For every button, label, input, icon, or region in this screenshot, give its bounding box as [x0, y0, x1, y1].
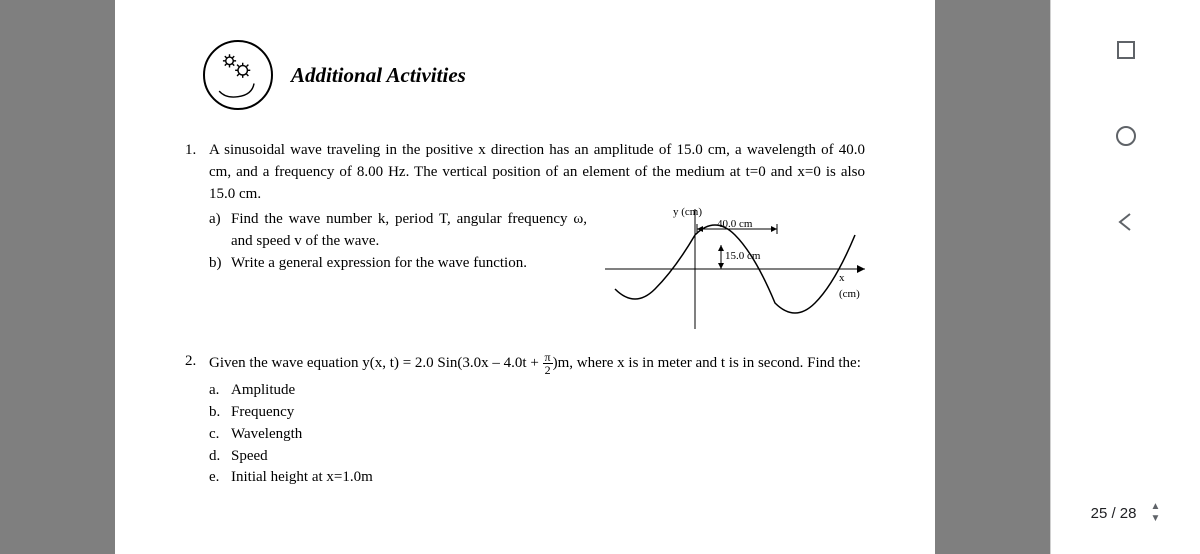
section-title: Additional Activities	[291, 63, 466, 88]
activity-icon	[203, 40, 273, 110]
wave-diagram: y (cm) x (cm) 40.0 cm 15.0 cm	[605, 209, 865, 329]
question-2-intro: Given the wave equation y(x, t) = 2.0 Si…	[209, 351, 865, 376]
sub-text: Initial height at x=1.0m	[231, 469, 373, 485]
back-icon[interactable]	[1116, 212, 1136, 237]
page-counter: 25 / 28	[1091, 505, 1137, 522]
y-axis-label: y (cm)	[673, 205, 702, 221]
wavelength-label: 40.0 cm	[717, 217, 752, 233]
page-spinner[interactable]: ▲ ▼	[1150, 502, 1160, 524]
sub-label: c.	[209, 424, 219, 446]
sub-text: Frequency	[231, 404, 294, 420]
sub-label: d.	[209, 446, 220, 468]
sub-label: b)	[209, 253, 222, 275]
section-header: Additional Activities	[203, 40, 865, 110]
sub-text: Write a general expression for the wave …	[231, 255, 527, 271]
sub-text: Find the wave number k, period T, angula…	[231, 211, 587, 249]
document-page: Additional Activities 1. A sinusoidal wa…	[115, 0, 935, 554]
x-axis-label: x (cm)	[839, 271, 865, 303]
sub-label: b.	[209, 402, 220, 424]
question-1-intro: A sinusoidal wave traveling in the posit…	[209, 140, 865, 205]
sub-label: e.	[209, 467, 219, 489]
sub-label: a)	[209, 209, 221, 231]
fraction: π2	[543, 351, 553, 376]
question-1: 1. A sinusoidal wave traveling in the po…	[185, 140, 865, 329]
sub-text: Speed	[231, 448, 268, 464]
sub-label: a.	[209, 380, 219, 402]
page-counter-row: 25 / 28 ▲ ▼	[1091, 502, 1161, 524]
question-1-subparts: a) Find the wave number k, period T, ang…	[209, 209, 587, 329]
sub-text: Amplitude	[231, 382, 295, 398]
square-icon[interactable]	[1116, 40, 1136, 65]
question-number: 2.	[185, 351, 196, 373]
chevron-up-icon[interactable]: ▲	[1150, 502, 1160, 512]
question-2: 2. Given the wave equation y(x, t) = 2.0…	[185, 351, 865, 489]
viewer-sidebar: 25 / 28 ▲ ▼	[1050, 0, 1200, 554]
circle-icon[interactable]	[1115, 125, 1137, 152]
sub-text: Wavelength	[231, 426, 302, 442]
question-number: 1.	[185, 140, 196, 162]
amplitude-label: 15.0 cm	[725, 249, 760, 265]
document-viewport: Additional Activities 1. A sinusoidal wa…	[0, 0, 1050, 554]
chevron-down-icon[interactable]: ▼	[1150, 514, 1160, 524]
